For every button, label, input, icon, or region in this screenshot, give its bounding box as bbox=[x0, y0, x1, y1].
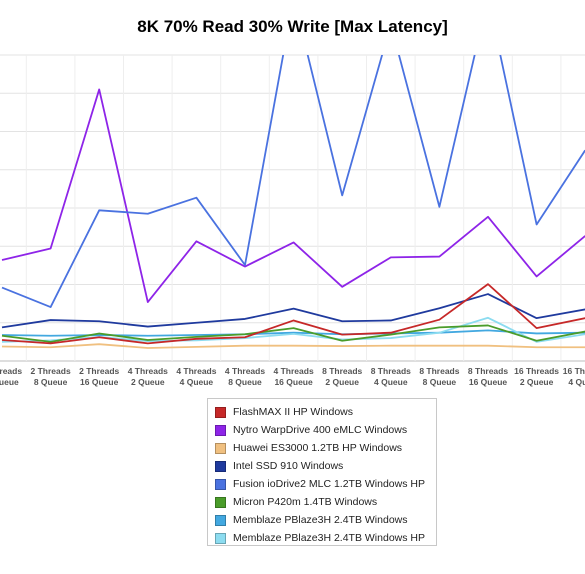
legend-item[interactable]: Micron P420m 1.4TB Windows bbox=[208, 493, 436, 511]
legend-swatch bbox=[215, 532, 226, 544]
x-tick-label: 8 Threads 4 Queue bbox=[371, 366, 411, 387]
grid bbox=[0, 54, 585, 362]
x-tick-label: 4 Threads 4 Queue bbox=[176, 366, 216, 387]
legend-item[interactable]: FlashMAX II HP Windows bbox=[208, 403, 436, 421]
x-tick-label: 4 Threads 16 Queue bbox=[274, 366, 314, 387]
legend-item[interactable]: Fusion ioDrive2 MLC 1.2TB Windows HP bbox=[208, 475, 436, 493]
x-tick-label: 2 Threads 16 Queue bbox=[79, 366, 119, 387]
legend-item[interactable]: Intel SSD 910 Windows bbox=[208, 457, 436, 475]
legend-label: Micron P420m 1.4TB Windows bbox=[233, 496, 378, 508]
x-tick-label: 8 Threads 2 Queue bbox=[322, 366, 362, 387]
legend-label: FlashMAX II HP Windows bbox=[233, 406, 354, 418]
series-line-1 bbox=[1, 283, 585, 345]
series-line-6 bbox=[1, 324, 585, 343]
legend-swatch bbox=[215, 460, 226, 472]
legend-label: Fusion ioDrive2 MLC 1.2TB Windows HP bbox=[233, 478, 425, 490]
legend-swatch bbox=[215, 424, 226, 436]
x-tick-label: 8 Threads 8 Queue bbox=[419, 366, 459, 387]
legend-swatch bbox=[215, 478, 226, 490]
legend-label: Memblaze PBlaze3H 2.4TB Windows HP bbox=[233, 532, 425, 544]
series-line-3 bbox=[1, 343, 585, 349]
legend-swatch bbox=[215, 406, 226, 418]
legend-swatch bbox=[215, 514, 226, 526]
series-line-2 bbox=[1, 88, 585, 303]
series-line-7 bbox=[1, 329, 585, 337]
x-tick-label: 16 Threads 2 Queue bbox=[514, 366, 559, 387]
x-tick-label: 8 Threads 16 Queue bbox=[468, 366, 508, 387]
series-line-4 bbox=[1, 293, 585, 329]
x-tick-label: 4 Threads 2 Queue bbox=[128, 366, 168, 387]
legend: FlashMAX II HP Windows Nytro WarpDrive 40… bbox=[207, 398, 437, 546]
series-lines bbox=[1, 55, 585, 349]
legend-item[interactable]: Memblaze PBlaze3H 2.4TB Windows bbox=[208, 511, 436, 529]
legend-label: Nytro WarpDrive 400 eMLC Windows bbox=[233, 424, 408, 436]
x-tick-label: 2 Threads 8 Queue bbox=[31, 366, 71, 387]
legend-item[interactable]: Huawei ES3000 1.2TB HP Windows bbox=[208, 439, 436, 457]
legend-item[interactable]: Memblaze PBlaze3H 2.4TB Windows HP bbox=[208, 529, 436, 547]
legend-label: Intel SSD 910 Windows bbox=[233, 460, 344, 472]
legend-item[interactable]: Nytro WarpDrive 400 eMLC Windows bbox=[208, 421, 436, 439]
legend-label: Huawei ES3000 1.2TB HP Windows bbox=[233, 442, 403, 454]
legend-swatch bbox=[215, 496, 226, 508]
series-line-5 bbox=[1, 55, 585, 308]
legend-label: Memblaze PBlaze3H 2.4TB Windows bbox=[233, 514, 408, 526]
x-tick-label: 4 Threads 8 Queue bbox=[225, 366, 265, 387]
chart-title: 8K 70% Read 30% Write [Max Latency] bbox=[137, 17, 448, 36]
legend-swatch bbox=[215, 442, 226, 454]
